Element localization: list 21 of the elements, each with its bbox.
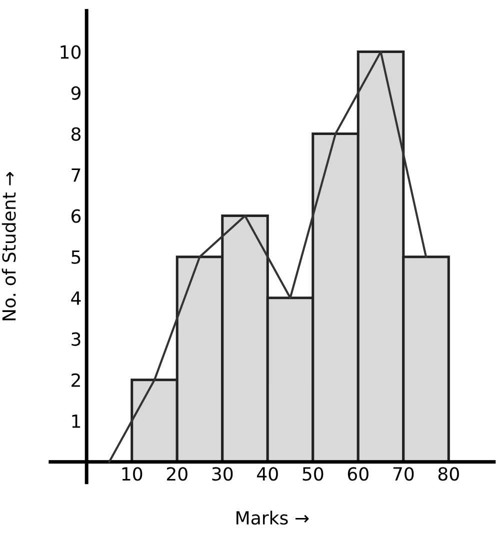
- x-tick-label: 10: [122, 467, 142, 481]
- y-tick-label: 9: [71, 86, 80, 100]
- x-tick-label: 70: [393, 467, 414, 481]
- y-tick-label: 4: [71, 292, 81, 305]
- y-axis-title: No. of Student →: [2, 172, 16, 320]
- x-axis-title: Marks →: [236, 510, 309, 525]
- y-tick-label: 8: [71, 127, 81, 141]
- y-tick-label: 1: [72, 414, 80, 428]
- x-tick-label: 80: [438, 467, 459, 481]
- y-tick-label: 2: [72, 373, 80, 387]
- x-tick-label: 20: [166, 467, 188, 481]
- y-tick-label: 10: [60, 45, 81, 59]
- x-tick-label: 40: [257, 467, 278, 481]
- x-tick-label: 50: [302, 467, 324, 481]
- x-tick-label: 60: [348, 467, 368, 481]
- y-tick-label: 7: [72, 168, 80, 182]
- line-series: [108, 50, 428, 463]
- x-tick-label: 30: [212, 467, 233, 481]
- y-tick-label: 5: [72, 250, 80, 264]
- y-tick-label: 3: [72, 332, 80, 346]
- y-tick-label: 6: [72, 209, 81, 223]
